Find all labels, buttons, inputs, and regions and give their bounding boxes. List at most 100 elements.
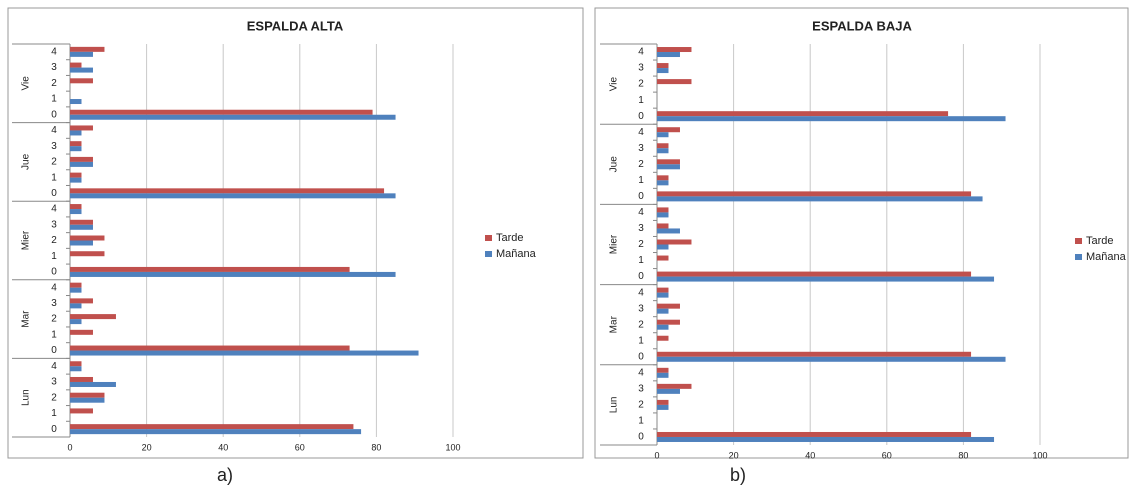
bar <box>657 384 691 389</box>
bar <box>657 228 680 233</box>
group-label: Mar <box>609 315 620 333</box>
bar <box>657 148 668 153</box>
category-label: 4 <box>51 282 57 293</box>
category-label: 2 <box>638 400 644 411</box>
bar <box>70 209 81 214</box>
bar <box>70 361 81 366</box>
bar <box>657 272 971 277</box>
bar <box>657 164 680 169</box>
bar <box>657 207 668 212</box>
x-tick-label: 40 <box>218 442 228 452</box>
bar <box>657 288 668 293</box>
x-tick-label: 20 <box>142 442 152 452</box>
bar <box>70 272 396 277</box>
category-label: 4 <box>51 47 57 58</box>
bar <box>657 320 680 325</box>
bar <box>70 288 81 293</box>
bar <box>70 298 93 303</box>
figure: ESPALDA ALTAa)02040608010001234Lun01234M… <box>0 0 1132 490</box>
bar <box>657 432 971 437</box>
bar <box>657 79 691 84</box>
bar <box>657 143 668 148</box>
bar <box>70 141 81 146</box>
legend-label: Tarde <box>496 232 524 244</box>
category-label: 3 <box>638 223 644 234</box>
bar <box>70 193 396 198</box>
group-label: Vie <box>21 76 32 91</box>
category-label: 2 <box>638 239 644 250</box>
bar <box>70 188 384 193</box>
bar <box>70 125 93 130</box>
x-tick-label: 20 <box>729 450 739 460</box>
category-label: 1 <box>51 329 57 340</box>
category-label: 0 <box>638 432 644 443</box>
category-label: 1 <box>51 94 57 105</box>
category-label: 3 <box>51 219 57 230</box>
x-tick-label: 80 <box>371 442 381 452</box>
category-label: 1 <box>51 172 57 183</box>
category-label: 0 <box>51 424 57 435</box>
x-tick-label: 100 <box>445 442 460 452</box>
category-label: 1 <box>638 255 644 266</box>
bar <box>70 424 353 429</box>
x-tick-label: 0 <box>654 450 659 460</box>
group-label: Jue <box>21 153 32 170</box>
category-label: 4 <box>51 125 57 136</box>
x-tick-label: 100 <box>1032 450 1047 460</box>
bar <box>657 256 668 261</box>
legend-swatch <box>485 235 492 241</box>
bar <box>70 382 116 387</box>
x-tick-label: 60 <box>295 442 305 452</box>
group-label: Lun <box>21 389 32 406</box>
bar <box>70 157 93 162</box>
bar <box>70 303 81 308</box>
bar <box>70 63 81 68</box>
category-label: 3 <box>51 298 57 309</box>
category-label: 2 <box>51 157 57 168</box>
bar <box>70 429 361 434</box>
bar <box>70 78 93 83</box>
legend-swatch <box>1075 254 1082 260</box>
bar <box>657 52 680 57</box>
page: ESPALDA ALTAa)02040608010001234Lun01234M… <box>0 0 1132 490</box>
bar <box>70 314 116 319</box>
bar <box>657 373 668 378</box>
bar <box>657 336 668 341</box>
x-tick-label: 60 <box>882 450 892 460</box>
category-label: 2 <box>51 78 57 89</box>
bar <box>70 377 93 382</box>
legend-label: Mañana <box>496 248 537 260</box>
category-label: 4 <box>51 204 57 215</box>
bar <box>657 159 680 164</box>
category-label: 4 <box>638 127 644 138</box>
bar <box>657 212 668 217</box>
category-label: 4 <box>51 361 57 372</box>
bar <box>657 116 1006 121</box>
category-label: 2 <box>51 314 57 325</box>
category-label: 1 <box>638 95 644 106</box>
group-label: Mier <box>609 234 620 254</box>
group-label: Lun <box>609 397 620 414</box>
category-label: 3 <box>638 303 644 314</box>
bar <box>657 293 668 298</box>
bar <box>657 223 668 228</box>
bar <box>657 325 668 330</box>
x-tick-label: 0 <box>67 442 72 452</box>
category-label: 0 <box>51 345 57 356</box>
bar <box>70 146 81 151</box>
caption: b) <box>730 465 746 485</box>
bar <box>70 267 350 272</box>
category-label: 0 <box>51 188 57 199</box>
bar <box>657 68 668 73</box>
category-label: 3 <box>638 384 644 395</box>
bar <box>70 47 104 52</box>
bar <box>70 366 81 371</box>
bar <box>70 110 373 115</box>
bar <box>657 368 668 373</box>
category-label: 2 <box>638 159 644 170</box>
bar <box>657 132 668 137</box>
category-label: 1 <box>51 408 57 419</box>
bar <box>657 175 668 180</box>
bar <box>657 277 994 282</box>
group-label: Jue <box>609 156 620 173</box>
